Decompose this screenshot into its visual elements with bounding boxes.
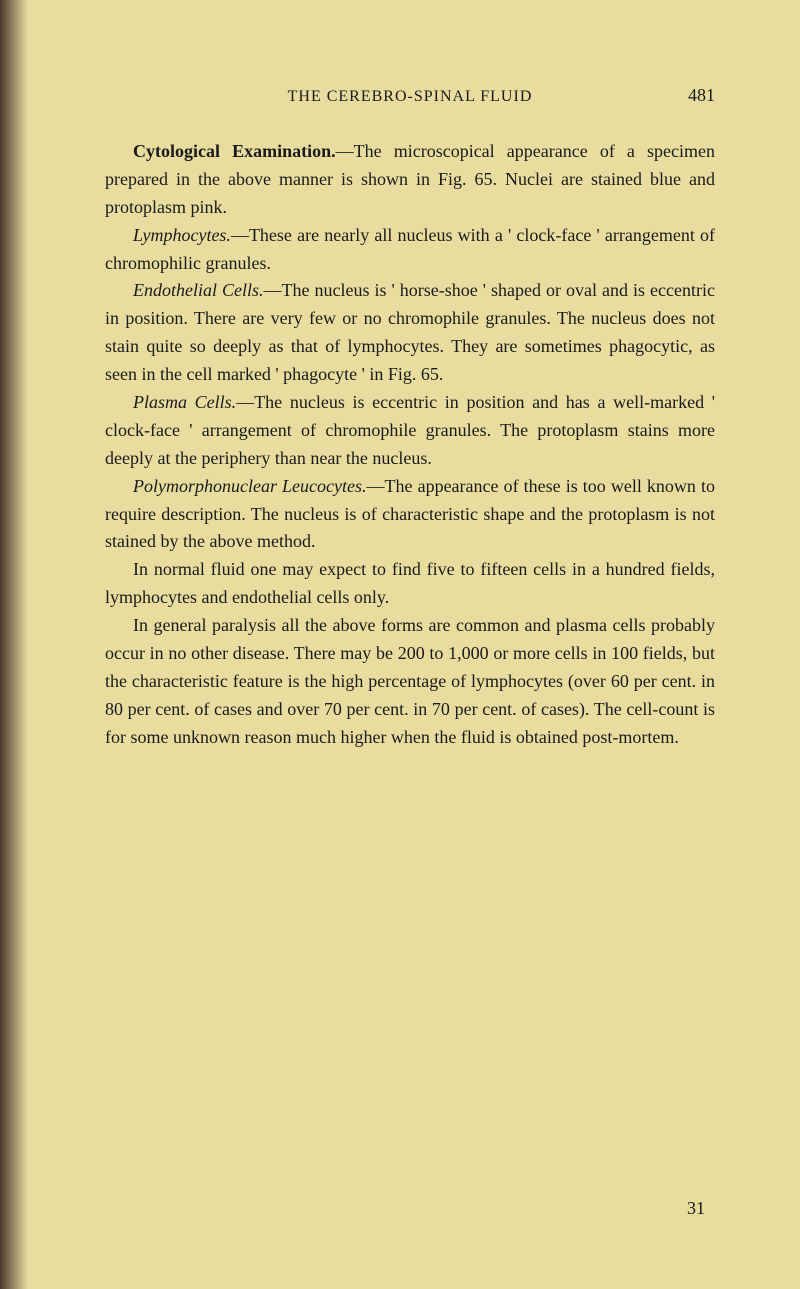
text-normal-fluid: In normal fluid one may expect to find f… [105, 559, 715, 607]
header-row: THE CEREBRO-SPINAL FLUID 481 [105, 85, 715, 106]
term-lymphocytes: Lymphocytes. [133, 225, 231, 245]
paragraph-cytological: Cytological Examination.—The microscopic… [105, 138, 715, 222]
paragraph-endothelial: Endothelial Cells.—The nucleus is ' hors… [105, 277, 715, 389]
footer-number: 31 [687, 1198, 705, 1219]
page-binding-edge [0, 0, 28, 1289]
paragraph-polymorphonuclear: Polymorphonuclear Leucocytes.—The appear… [105, 473, 715, 557]
term-plasma: Plasma Cells. [133, 392, 236, 412]
running-header: THE CEREBRO-SPINAL FLUID [165, 88, 655, 106]
paragraph-plasma: Plasma Cells.—The nucleus is eccentric i… [105, 389, 715, 473]
paragraph-lymphocytes: Lymphocytes.—These are nearly all nucleu… [105, 222, 715, 278]
term-polymorphonuclear: Polymorphonuclear Leucocytes. [133, 476, 367, 496]
body-text: Cytological Examination.—The microscopic… [105, 138, 715, 752]
page-number: 481 [655, 85, 715, 106]
text-general-paralysis: In general paralysis all the above forms… [105, 615, 715, 747]
page-content: THE CEREBRO-SPINAL FLUID 481 Cytological… [0, 0, 800, 812]
paragraph-normal-fluid: In normal fluid one may expect to find f… [105, 556, 715, 612]
term-cytological: Cytological Examination. [133, 141, 336, 161]
paragraph-general-paralysis: In general paralysis all the above forms… [105, 612, 715, 751]
term-endothelial: Endothelial Cells. [133, 280, 264, 300]
